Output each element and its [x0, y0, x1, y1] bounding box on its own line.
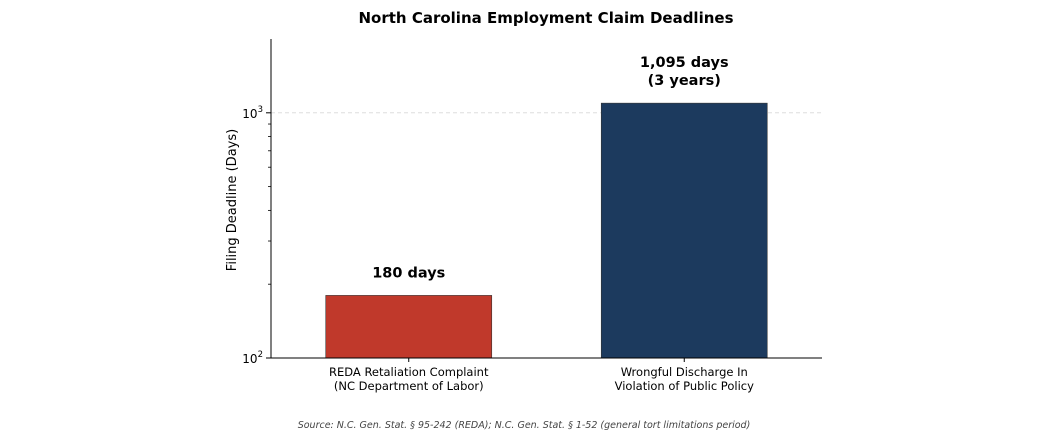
bar-value-label: (3 years): [648, 73, 721, 89]
y-tick-label: 102: [242, 350, 263, 366]
source-note: Source: N.C. Gen. Stat. § 95-242 (REDA);…: [298, 420, 751, 430]
bar-value-label: 180 days: [372, 265, 445, 281]
y-axis-label: Filing Deadline (Days): [225, 129, 240, 271]
axes-layer: [266, 39, 822, 362]
x-tick-label: (NC Department of Labor): [334, 379, 484, 393]
bar: [600, 102, 768, 359]
x-tick-label: REDA Retaliation Complaint: [329, 365, 489, 379]
bars-layer: [325, 102, 768, 359]
x-tick-label: Wrongful Discharge In: [621, 365, 748, 379]
x-tick-label: Violation of Public Policy: [615, 379, 754, 393]
bar-value-label: 1,095 days: [640, 55, 729, 71]
y-tick-label: 103: [242, 105, 263, 121]
bar: [325, 295, 493, 359]
labels-layer: 180 days REDA Retaliation Complaint(NC De…: [242, 55, 754, 393]
chart-title: North Carolina Employment Claim Deadline…: [359, 9, 734, 27]
